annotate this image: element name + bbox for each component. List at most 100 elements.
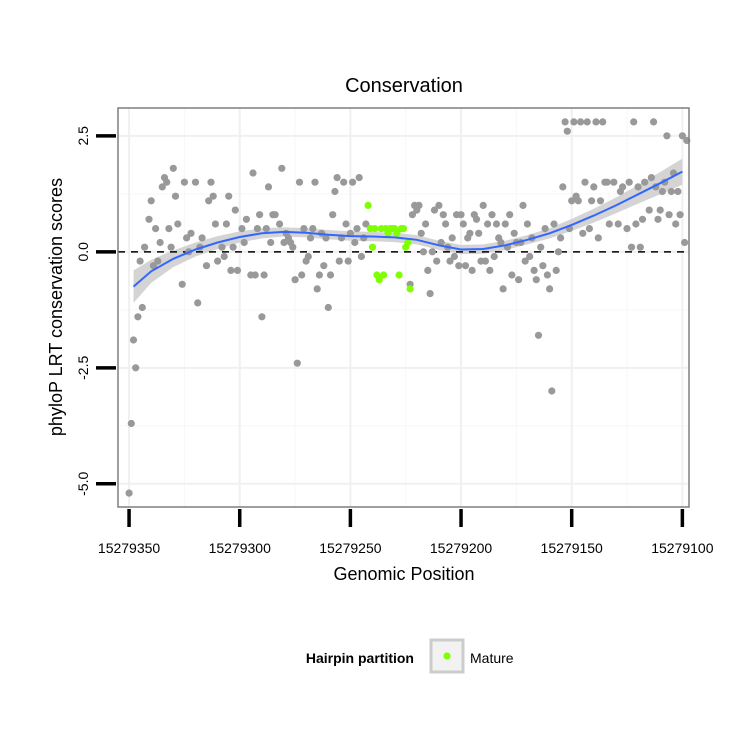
point-other xyxy=(623,225,631,233)
point-other xyxy=(526,252,534,261)
point-other xyxy=(619,183,627,191)
point-mature xyxy=(364,201,372,209)
legend-swatch-mature xyxy=(443,652,451,660)
point-other xyxy=(415,201,423,209)
point-other xyxy=(408,211,416,219)
point-other xyxy=(563,127,571,135)
point-other xyxy=(202,262,211,270)
point-other xyxy=(231,206,239,214)
point-other xyxy=(344,257,352,265)
point-other xyxy=(209,192,217,200)
point-other xyxy=(599,118,607,126)
point-other xyxy=(260,271,268,279)
point-other xyxy=(627,243,636,251)
point-other xyxy=(592,118,600,126)
point-mature xyxy=(404,238,412,247)
point-other xyxy=(439,211,447,219)
point-mature xyxy=(399,225,408,233)
point-other xyxy=(506,211,514,219)
point-other xyxy=(419,248,427,256)
point-other xyxy=(304,252,312,261)
point-other xyxy=(570,118,578,126)
point-other xyxy=(632,220,640,228)
y-tick-label: -2.5 xyxy=(75,356,91,380)
plot-panel xyxy=(118,108,689,507)
point-other xyxy=(194,299,202,307)
point-other xyxy=(276,220,284,228)
point-other xyxy=(497,238,505,247)
point-other xyxy=(530,266,538,274)
point-other xyxy=(293,359,301,367)
point-other xyxy=(568,197,576,205)
point-other xyxy=(548,387,556,395)
y-tick-label: -5.0 xyxy=(75,472,91,496)
point-other xyxy=(251,271,259,279)
point-other xyxy=(132,364,140,372)
point-other xyxy=(636,243,644,251)
point-other xyxy=(596,197,605,205)
point-other xyxy=(499,285,507,293)
point-other xyxy=(229,243,237,251)
x-axis-label: Genomic Position xyxy=(333,564,474,584)
point-other xyxy=(515,276,523,284)
legend-label-mature: Mature xyxy=(470,650,514,666)
point-other xyxy=(264,183,273,191)
point-other xyxy=(207,178,215,186)
point-other xyxy=(663,132,671,140)
point-other xyxy=(125,489,133,497)
point-other xyxy=(362,220,370,228)
point-other xyxy=(590,183,598,191)
plot-border xyxy=(117,107,690,508)
point-other xyxy=(295,178,304,186)
point-mature xyxy=(371,225,379,233)
point-other xyxy=(426,290,434,298)
point-other xyxy=(457,211,465,219)
point-other xyxy=(163,178,171,186)
point-other xyxy=(220,252,228,261)
y-axis-label: phyloP LRT conservation scores xyxy=(46,178,66,436)
point-other xyxy=(349,178,357,186)
point-other xyxy=(171,192,180,200)
point-other xyxy=(492,220,501,228)
point-other xyxy=(667,187,675,196)
point-other xyxy=(508,271,516,279)
point-other xyxy=(300,225,308,233)
point-other xyxy=(588,197,596,205)
point-other xyxy=(191,178,200,186)
point-other xyxy=(240,238,248,247)
point-other xyxy=(291,276,299,284)
point-other xyxy=(532,276,540,284)
point-other xyxy=(479,201,487,209)
point-other xyxy=(468,266,476,274)
point-other xyxy=(490,252,498,261)
point-other xyxy=(167,243,175,251)
x-tick-label: 15279250 xyxy=(319,540,382,556)
point-other xyxy=(561,118,569,126)
point-other xyxy=(165,225,173,233)
point-mature xyxy=(380,271,388,279)
point-other xyxy=(198,234,206,242)
point-other xyxy=(428,248,436,256)
point-other xyxy=(448,234,456,242)
point-other xyxy=(581,178,589,186)
point-other xyxy=(546,285,554,293)
point-other xyxy=(222,220,230,228)
point-other xyxy=(342,220,350,228)
point-other xyxy=(501,220,509,228)
point-other xyxy=(656,206,664,214)
point-other xyxy=(466,229,474,237)
point-other xyxy=(355,174,363,182)
point-other xyxy=(634,183,642,191)
point-other xyxy=(169,164,177,172)
point-other xyxy=(550,220,558,228)
point-other xyxy=(353,225,361,233)
point-other xyxy=(238,225,246,233)
point-other xyxy=(149,262,157,270)
point-other xyxy=(178,280,186,288)
point-other xyxy=(147,197,155,205)
point-other xyxy=(450,252,458,261)
point-other xyxy=(625,178,633,186)
point-other xyxy=(136,257,144,265)
point-other xyxy=(672,220,680,228)
point-other xyxy=(534,331,543,339)
